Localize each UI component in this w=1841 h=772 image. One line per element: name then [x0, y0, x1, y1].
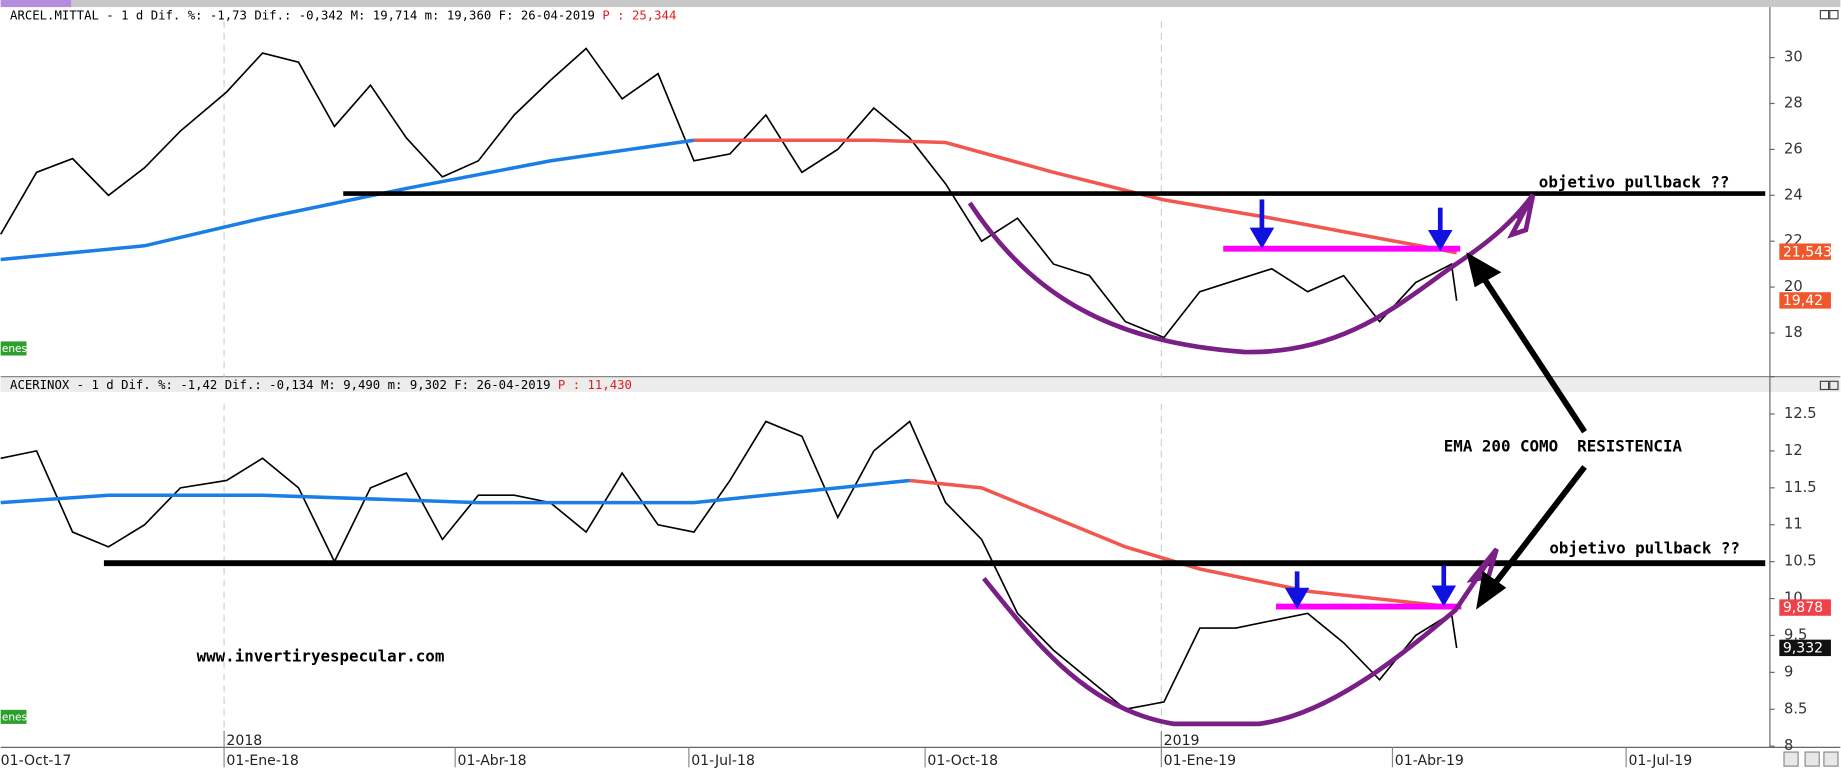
- x-year-label: 2019: [1164, 733, 1200, 749]
- price-tag-label: 21,543: [1783, 244, 1832, 260]
- x-tick-label: 01-Jul-18: [691, 753, 755, 769]
- toolbar-button[interactable]: [1823, 751, 1839, 767]
- arrow-head: [1284, 587, 1310, 609]
- arrow-head: [1466, 252, 1502, 288]
- arrow-head: [1249, 227, 1275, 249]
- panel-separator: [0, 376, 1841, 392]
- curve-drawing: [982, 547, 1499, 727]
- plot-layer: 1820222426283021,54319,4288.599.51010.51…: [0, 21, 1832, 769]
- top-bar: [0, 0, 1841, 8]
- window-button[interactable]: [1819, 9, 1830, 20]
- window-button[interactable]: [1819, 380, 1830, 391]
- header-info: ARCEL.MITTAL - 1 d Dif. %: -1,73 Dif.: -…: [10, 8, 595, 22]
- x-tick-label: 01-Abr-18: [458, 753, 527, 769]
- x-tick-label: 01-Oct-17: [1, 753, 72, 769]
- volume-tag-bg[interactable]: [0, 709, 27, 724]
- x-tick-label: 01-Jul-19: [1628, 753, 1692, 769]
- annotation: www.invertiryespecular.com: [197, 647, 445, 666]
- arrow: [1478, 272, 1588, 434]
- x-year-label: 2018: [226, 733, 262, 749]
- header-price: P : 25,344: [602, 8, 676, 22]
- toolbar-button[interactable]: [1783, 751, 1799, 767]
- curve-arrowhead: [1466, 547, 1499, 583]
- x-tick-label: 01-Ene-19: [1164, 753, 1236, 769]
- y-tick-label: 10.5: [1784, 553, 1817, 570]
- y-tick-label: 11: [1784, 516, 1803, 533]
- price-tag-label: 9,878: [1783, 600, 1823, 616]
- price-tag: [1779, 599, 1831, 616]
- arrows-blue: [1249, 199, 1457, 609]
- arrow-head: [1427, 229, 1453, 252]
- arrow-head: [1476, 570, 1507, 610]
- y-tick-label: 8: [1784, 737, 1793, 754]
- ema-line: [693, 138, 1457, 255]
- curve-drawing: [967, 193, 1535, 355]
- arrows-black: [1466, 252, 1588, 610]
- price-line: [0, 47, 1458, 339]
- header-price: P : 11,430: [558, 377, 632, 391]
- price-tag: [1779, 639, 1831, 657]
- x-tick-label: 01-Abr-19: [1395, 753, 1464, 769]
- y-tick-label: 28: [1784, 94, 1803, 111]
- y-tick-label: 18: [1784, 324, 1803, 341]
- x-tick-label: 01-Ene-18: [226, 753, 298, 769]
- toolbar-button[interactable]: [1804, 751, 1820, 767]
- header-info: ACERINOX - 1 d Dif. %: -1,42 Dif.: -0,13…: [10, 377, 550, 391]
- y-tick-label: 9.5: [1784, 626, 1807, 643]
- price-tag: [1779, 292, 1831, 309]
- y-tick-label: 11.5: [1784, 479, 1817, 496]
- volume-tag[interactable]: enes: [2, 343, 27, 355]
- volume-tag[interactable]: enes: [2, 711, 27, 723]
- drawings: [103, 191, 1766, 727]
- price-tag-label: 19,42: [1783, 293, 1823, 309]
- y-tick-label: 24: [1784, 186, 1803, 203]
- top-tab[interactable]: [0, 0, 72, 8]
- price-tag-label: 9,332: [1783, 640, 1823, 656]
- price-line: [0, 420, 1458, 711]
- y-tick-label: 12: [1784, 442, 1803, 459]
- y-tick-label: 9: [1784, 663, 1793, 680]
- annotation: objetivo pullback ??: [1539, 173, 1730, 192]
- ema-line: [0, 478, 910, 505]
- y-tick-label: 8.5: [1784, 700, 1807, 717]
- arrow-head: [1431, 585, 1457, 607]
- y-tick-label: 30: [1784, 49, 1803, 66]
- x-tick-label: 01-Oct-18: [927, 753, 998, 769]
- annotation: objetivo pullback ??: [1549, 539, 1740, 558]
- y-tick-label: 26: [1784, 140, 1803, 157]
- y-tick-label: 12.5: [1784, 405, 1817, 422]
- y-tick-label: 20: [1784, 278, 1803, 295]
- panel-header: ACERINOX - 1 d Dif. %: -1,42 Dif.: -0,13…: [10, 377, 632, 391]
- window-button[interactable]: [1829, 380, 1839, 391]
- window-button[interactable]: [1829, 9, 1839, 20]
- panel-header: ARCEL.MITTAL - 1 d Dif. %: -1,73 Dif.: -…: [10, 8, 676, 22]
- ema-line: [909, 478, 1457, 610]
- price-tag: [1779, 243, 1831, 260]
- ema-line: [0, 138, 695, 262]
- volume-tag-bg[interactable]: [0, 341, 27, 356]
- curve-arrowhead: [1507, 193, 1536, 239]
- arrow: [1488, 465, 1587, 591]
- annotation: EMA 200 COMO RESISTENCIA: [1444, 437, 1683, 456]
